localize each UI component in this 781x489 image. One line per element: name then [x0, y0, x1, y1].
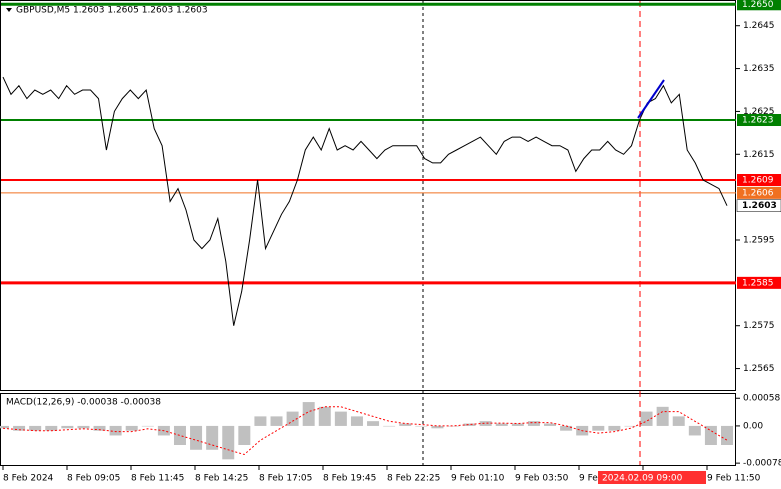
price-level-tag — [737, 114, 781, 126]
x-tick-label: 8 Feb 14:25 — [195, 474, 248, 484]
price-level-label: 1.2623 — [742, 116, 774, 126]
macd-bar — [608, 425, 621, 431]
macd-title: MACD(12,26,9) -0.00038 -0.00038 — [6, 398, 161, 408]
main-panel — [0, 0, 736, 391]
price-level-tag — [737, 174, 781, 186]
x-tick-label: 8 Feb 22:25 — [387, 474, 440, 484]
crosshair-tag — [598, 471, 706, 484]
x-tick-label: 9 Feb 01:10 — [451, 474, 505, 484]
macd-bar — [527, 421, 540, 426]
macd-bar — [624, 425, 637, 427]
chart-title: GBPUSD,M5 1.2603 1.2605 1.2603 1.2603 — [16, 6, 208, 16]
macd-bar — [399, 423, 412, 426]
y-tick-label: 1.2625 — [743, 107, 775, 117]
macd-panel — [0, 393, 736, 466]
macd-bar — [13, 425, 26, 431]
y-tick-label: 0.00 — [743, 421, 763, 431]
x-tick-label: 9 Feb 11:50 — [707, 474, 761, 484]
price-level-tag — [737, 276, 781, 289]
macd-bar — [511, 423, 524, 426]
macd-bar — [270, 416, 283, 426]
y-tick-label: 1.2595 — [743, 236, 775, 246]
price-level-label: 1.2650 — [742, 0, 774, 10]
macd-bar — [367, 421, 380, 426]
macd-bar — [334, 411, 347, 426]
macd-bar — [383, 425, 396, 427]
macd-bar — [721, 425, 733, 446]
macd-bar — [45, 425, 58, 431]
y-tick-label: 1.2575 — [743, 321, 775, 331]
macd-bar — [190, 425, 203, 450]
y-tick-label: -0.00078 — [743, 459, 781, 469]
x-tick-label: 8 Feb 19:45 — [323, 474, 376, 484]
macd-bar — [222, 425, 235, 460]
x-tick-label: 8 Feb 11:45 — [131, 474, 184, 484]
price-line — [2, 76, 728, 326]
macd-bar — [109, 425, 122, 436]
macd-bar — [93, 425, 106, 431]
x-tick-label: 8 Feb 17:05 — [259, 474, 312, 484]
y-tick-label: 0.00058 — [743, 394, 780, 404]
x-tick-label: 8 Feb 09:05 — [67, 474, 120, 484]
last-price-tag — [736, 199, 781, 212]
y-tick-label: 1.2645 — [743, 21, 775, 31]
macd-bar — [495, 423, 508, 426]
macd-bar — [704, 425, 717, 446]
macd-bar — [0, 425, 9, 429]
macd-bar — [238, 425, 251, 446]
macd-bar — [254, 416, 267, 426]
macd-bar — [672, 416, 685, 426]
trend-line — [637, 79, 665, 119]
macd-bar — [656, 406, 669, 426]
x-tick-label: 9 Feb 03:50 — [515, 474, 569, 484]
price-level-label: 1.2606 — [742, 188, 774, 198]
macd-bar — [302, 402, 315, 426]
macd-bar — [61, 425, 74, 429]
macd-bar — [447, 425, 460, 427]
macd-bar — [560, 425, 573, 431]
price-level-tag — [737, 186, 781, 199]
y-tick-label: 1.2635 — [743, 64, 775, 74]
macd-bar — [431, 425, 444, 429]
crosshair-label: 2024.02.09 09:00 — [602, 474, 683, 484]
macd-bar — [544, 423, 557, 426]
price-level-label: 1.2609 — [742, 176, 774, 186]
macd-bar — [592, 425, 605, 431]
macd-bar — [415, 425, 428, 427]
menu-triangle — [6, 8, 12, 12]
last-price-label: 1.2603 — [742, 201, 777, 211]
price-level-label: 1.2585 — [742, 278, 774, 288]
macd-bar — [141, 425, 154, 427]
macd-bar — [688, 425, 701, 436]
macd-bar — [463, 423, 476, 426]
macd-bar — [125, 425, 138, 431]
macd-bar — [479, 421, 492, 426]
macd-bar — [29, 425, 42, 431]
macd-bar — [77, 425, 90, 429]
price-level-tag — [737, 0, 781, 11]
macd-bar — [173, 425, 186, 446]
y-tick-label: 1.2615 — [743, 150, 775, 160]
plot-layer — [0, 2, 736, 460]
macd-bar — [318, 406, 331, 426]
macd-bar — [350, 416, 363, 426]
y-tick-label: 1.2565 — [743, 364, 775, 374]
macd-bar — [286, 411, 299, 426]
x-tick-label: 8 Feb 2024 — [3, 474, 54, 484]
signal-line — [2, 406, 728, 456]
